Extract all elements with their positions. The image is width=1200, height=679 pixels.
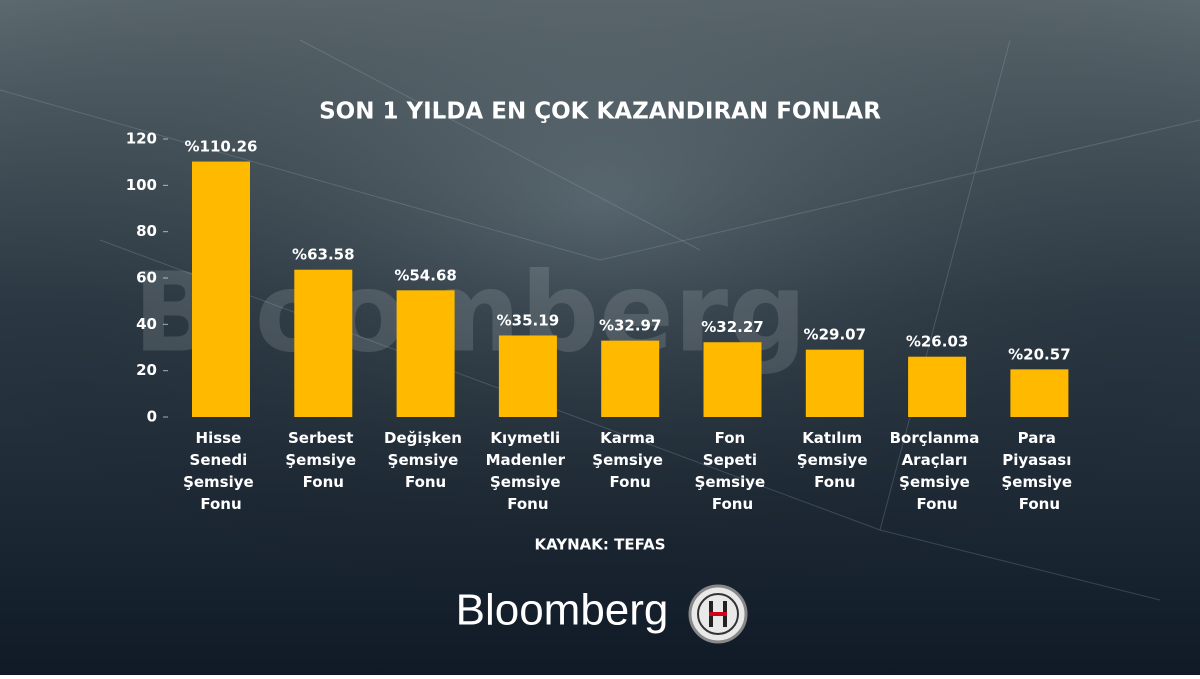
value-label: %32.97 bbox=[599, 317, 661, 335]
value-label: %63.58 bbox=[292, 246, 354, 264]
bar bbox=[294, 269, 353, 417]
y-tick-label: 0 bbox=[147, 408, 157, 426]
value-label: %26.03 bbox=[906, 333, 968, 351]
value-label: %35.19 bbox=[497, 311, 559, 329]
bar bbox=[703, 342, 762, 417]
bar bbox=[805, 349, 864, 417]
network-lines bbox=[0, 39, 1200, 601]
x-tick-label: Karma Şemsiye Fonu bbox=[592, 429, 668, 491]
x-tick-label: Hisse Senedi Şemsiye Fonu bbox=[183, 429, 259, 513]
value-label: %54.68 bbox=[394, 266, 456, 284]
y-tick-label: 80 bbox=[136, 222, 157, 240]
bar bbox=[601, 340, 660, 417]
chart-title: SON 1 YILDA EN ÇOK KAZANDIRAN FONLAR bbox=[319, 99, 881, 125]
y-tick-label: 120 bbox=[126, 130, 157, 148]
x-tick-label: Borçlanma Araçları Şemsiye Fonu bbox=[890, 429, 985, 513]
y-tick-label: 60 bbox=[136, 269, 157, 287]
y-tick-label: 20 bbox=[136, 361, 157, 379]
value-label: %32.27 bbox=[701, 318, 763, 336]
x-tick-label: Katılım Şemsiye Fonu bbox=[797, 429, 873, 491]
value-label: %110.26 bbox=[185, 138, 258, 156]
ht-logo bbox=[688, 584, 748, 644]
x-tick-label: Serbest Şemsiye Fonu bbox=[285, 429, 361, 491]
x-tick-label: Kıymetli Madenler Şemsiye Fonu bbox=[486, 429, 571, 513]
bar bbox=[192, 161, 250, 417]
bar bbox=[908, 356, 967, 417]
x-tick-label: Fon Sepeti Şemsiye Fonu bbox=[695, 429, 771, 513]
y-tick-label: 40 bbox=[136, 315, 157, 333]
source: KAYNAK: TEFAS bbox=[534, 536, 665, 554]
value-label: %20.57 bbox=[1008, 345, 1070, 363]
y-tick-label: 100 bbox=[126, 176, 157, 194]
x-tick-label: Para Piyasası Şemsiye Fonu bbox=[1001, 429, 1077, 513]
bar bbox=[396, 290, 455, 417]
value-label: %29.07 bbox=[804, 326, 866, 344]
x-tick-label: Değişken Şemsiye Fonu bbox=[384, 429, 467, 491]
brand-logo: Bloomberg bbox=[456, 586, 669, 635]
bar bbox=[498, 335, 557, 417]
bar bbox=[1010, 369, 1069, 417]
